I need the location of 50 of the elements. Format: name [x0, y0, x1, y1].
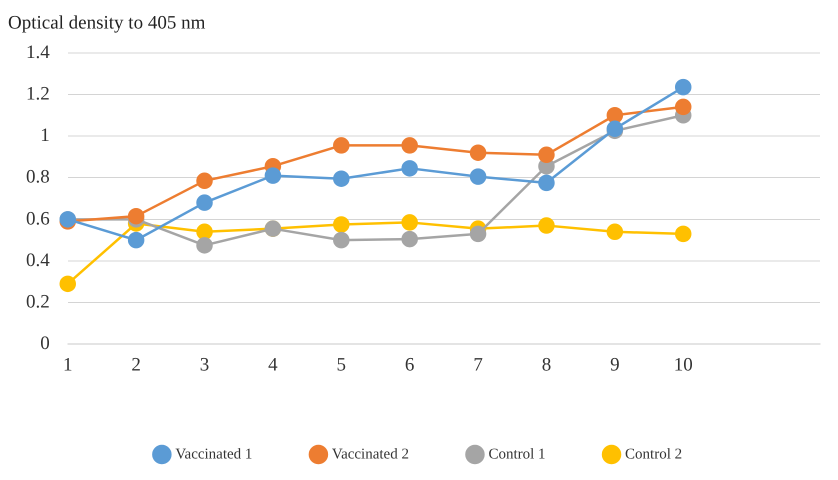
point: [60, 276, 76, 292]
legend-label: Control 2: [625, 446, 682, 462]
point: [538, 217, 555, 234]
legend-label: Control 1: [488, 446, 546, 462]
x-tick-label: 9: [610, 354, 620, 376]
x-tick-label: 6: [404, 354, 414, 376]
x-tick-label: 3: [200, 354, 210, 376]
point: [333, 137, 350, 154]
point: [196, 172, 213, 190]
x-tick-label: 7: [473, 354, 483, 376]
point: [674, 98, 692, 116]
y-tick-label: 1.2: [26, 83, 50, 104]
point: [470, 226, 486, 242]
legend-label: Vaccinated 2: [332, 446, 409, 462]
point: [470, 144, 486, 161]
x-tick-label: 5: [336, 354, 346, 376]
point: [401, 214, 418, 231]
x-tick-label: 2: [131, 354, 141, 376]
point: [401, 137, 418, 154]
point: [333, 232, 350, 248]
x-tick-label: 10: [674, 354, 693, 376]
point: [470, 168, 486, 185]
point: [606, 224, 624, 240]
point: [128, 208, 144, 224]
x-tick-label: 1: [63, 354, 72, 376]
point: [196, 194, 213, 211]
point: [196, 237, 213, 254]
point: [538, 146, 555, 164]
y-tick-label: 0: [40, 333, 50, 354]
point: [333, 170, 350, 187]
point: [674, 78, 692, 96]
x-tick-label: 4: [268, 354, 278, 376]
legend-label: Vaccinated 1: [175, 446, 252, 462]
y-tick-label: 0.4: [26, 250, 50, 271]
point: [333, 216, 350, 233]
point: [538, 174, 555, 192]
point: [401, 160, 418, 177]
y-tick-label: 0.8: [26, 166, 50, 188]
y-tick-label: 1.4: [26, 42, 50, 63]
chart-title: Optical density to 405 nm: [8, 12, 206, 34]
point: [128, 232, 144, 248]
point: [401, 230, 418, 248]
y-tick-label: 0.2: [26, 292, 50, 313]
y-tick-label: 1: [40, 125, 50, 146]
point: [196, 224, 213, 240]
point: [674, 226, 692, 242]
point: [264, 167, 282, 184]
y-tick-label: 0.6: [26, 208, 50, 230]
point: [606, 106, 624, 124]
x-tick-label: 8: [542, 354, 552, 376]
